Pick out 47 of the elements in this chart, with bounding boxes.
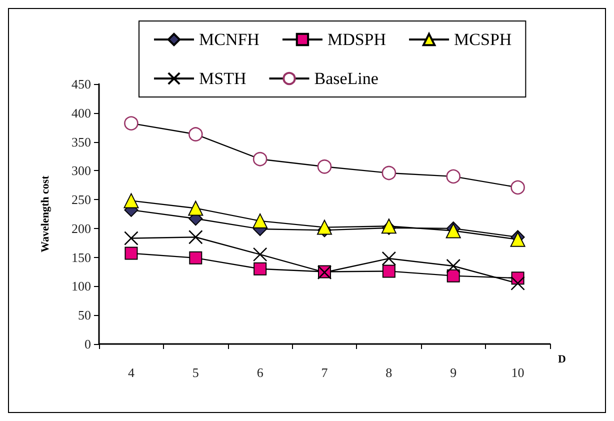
point	[446, 269, 460, 282]
x-tick-label: 10	[511, 365, 524, 380]
point	[124, 116, 138, 130]
y-axis-title: Wavelength cost	[40, 175, 52, 252]
point	[446, 169, 461, 184]
y-tick-label: 400	[72, 105, 91, 120]
point	[317, 159, 332, 174]
x-tick-label: 6	[256, 365, 264, 380]
point	[446, 258, 461, 274]
x-tick-label: 8	[386, 365, 392, 380]
y-tick-label: 250	[72, 192, 91, 208]
point	[382, 264, 396, 278]
legend-label: MDSPH	[327, 30, 386, 49]
y-tick-label: 200	[72, 220, 91, 236]
point	[252, 152, 268, 166]
point	[510, 276, 525, 290]
y-tick-label: 150	[72, 250, 91, 265]
point	[446, 223, 461, 238]
point	[252, 213, 268, 228]
legend-label: MSTH	[199, 69, 246, 88]
x-axis-title: D	[558, 354, 566, 366]
x-tick-label: 9	[450, 365, 457, 380]
y-tick-label: 300	[72, 163, 91, 178]
point	[510, 180, 525, 195]
y-tick-label: 50	[78, 308, 91, 323]
point	[188, 127, 203, 142]
point	[317, 220, 332, 235]
point	[124, 231, 138, 246]
point	[254, 262, 267, 276]
y-tick-label: 350	[72, 134, 91, 150]
point	[188, 230, 203, 244]
point	[124, 193, 139, 208]
point	[188, 200, 204, 216]
y-tick-label: 0	[84, 336, 91, 352]
point	[382, 166, 396, 180]
legend-label: MCNFH	[199, 30, 260, 49]
point	[382, 251, 396, 266]
y-tick-label: 450	[72, 76, 91, 92]
point	[124, 246, 138, 260]
legend-label: MCSPH	[454, 30, 512, 49]
x-tick-label: 4	[128, 365, 135, 380]
legend-label: BaseLine	[314, 69, 378, 88]
point	[252, 247, 268, 262]
y-tick-label: 100	[72, 278, 91, 294]
point	[189, 251, 202, 264]
x-tick-label: 7	[321, 365, 328, 380]
x-tick-label: 5	[192, 365, 199, 380]
